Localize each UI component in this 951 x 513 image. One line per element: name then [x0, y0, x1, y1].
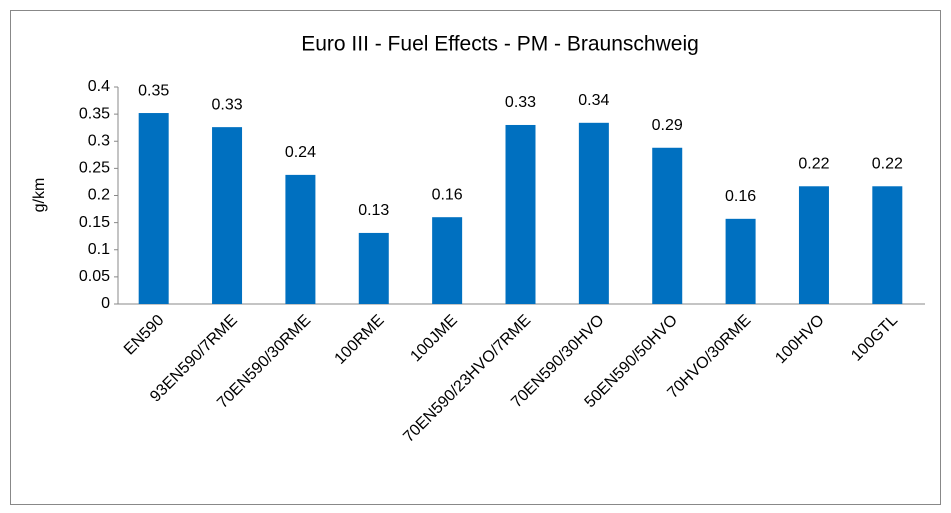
bar	[138, 113, 169, 304]
value-label: 0.22	[872, 155, 903, 172]
value-label: 0.16	[432, 186, 463, 203]
value-label: 0.33	[211, 96, 242, 113]
value-label: 0.22	[798, 155, 829, 172]
value-label: 0.24	[285, 144, 316, 161]
value-label: 0.29	[652, 117, 683, 134]
y-tick-label: 0.25	[79, 160, 110, 177]
bar	[285, 174, 316, 304]
bar	[652, 147, 683, 304]
bar	[725, 218, 756, 304]
chart-title: Euro III - Fuel Effects - PM - Braunschw…	[301, 33, 699, 56]
bar	[505, 124, 536, 304]
value-label: 0.13	[358, 202, 389, 219]
bar	[798, 186, 829, 304]
y-tick-label: 0	[101, 295, 110, 312]
bar	[578, 122, 609, 305]
y-tick-label: 0.4	[88, 78, 110, 95]
bar	[432, 217, 463, 304]
y-tick-label: 0.3	[88, 132, 110, 149]
value-label: 0.34	[578, 92, 609, 109]
y-tick-label: 0.05	[79, 268, 110, 285]
value-label: 0.33	[505, 94, 536, 111]
bar	[358, 232, 389, 304]
y-tick-label: 0.1	[88, 241, 110, 258]
value-label: 0.35	[138, 82, 169, 99]
y-tick-label: 0.35	[79, 105, 110, 122]
value-label: 0.16	[725, 188, 756, 205]
y-axis-label: g/km	[31, 178, 48, 213]
bar	[872, 186, 903, 304]
y-tick-label: 0.15	[79, 214, 110, 231]
y-tick-label: 0.2	[88, 187, 110, 204]
bar	[212, 127, 243, 305]
